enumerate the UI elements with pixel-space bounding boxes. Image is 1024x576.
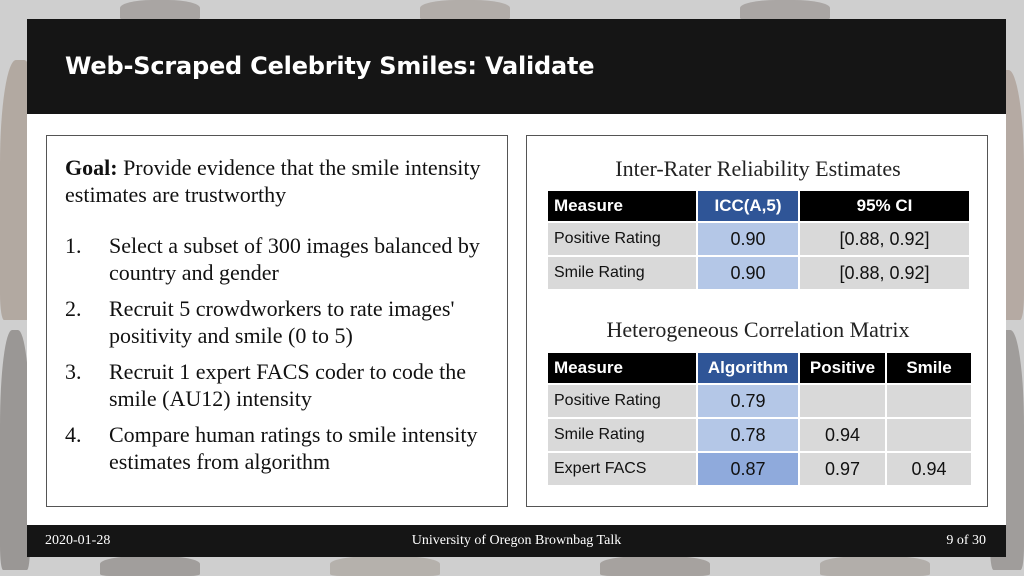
algorithm-cell: 0.87 xyxy=(698,453,798,485)
column-header: Measure xyxy=(548,191,696,221)
list-item: 4. Compare human ratings to smile intensi… xyxy=(65,421,495,475)
step-number: 3. xyxy=(65,359,82,384)
table-row: Positive Rating 0.79 xyxy=(548,385,971,417)
table-row: Positive Rating 0.90 [0.88, 0.92] xyxy=(548,223,969,255)
row-label: Positive Rating xyxy=(548,385,696,417)
row-label: Positive Rating xyxy=(548,223,696,255)
column-header: Positive xyxy=(800,353,885,383)
table-row: Expert FACS 0.87 0.97 0.94 xyxy=(548,453,971,485)
footer-date: 2020-01-28 xyxy=(45,533,111,548)
smile-cell xyxy=(887,419,971,451)
ci-cell: [0.88, 0.92] xyxy=(800,257,969,289)
column-header: Algorithm xyxy=(698,353,798,383)
table-header-row: Measure Algorithm Positive Smile xyxy=(548,353,971,383)
icc-cell: 0.90 xyxy=(698,257,798,289)
list-item: 3. Recruit 1 expert FACS coder to code th… xyxy=(65,358,495,412)
steps-list: 1. Select a subset of 300 images balanced… xyxy=(65,232,495,484)
algorithm-cell: 0.78 xyxy=(698,419,798,451)
column-header: Measure xyxy=(548,353,696,383)
smile-cell xyxy=(887,385,971,417)
goal-text: Provide evidence that the smile intensit… xyxy=(65,155,481,207)
title-bar: Web-Scraped Celebrity Smiles: Validate xyxy=(27,19,1006,114)
positive-cell: 0.94 xyxy=(800,419,885,451)
column-header: ICC(A,5) xyxy=(698,191,798,221)
slide-title: Web-Scraped Celebrity Smiles: Validate xyxy=(65,52,595,80)
step-text: Compare human ratings to smile intensity… xyxy=(109,422,478,474)
reliability-table-title: Inter-Rater Reliability Estimates xyxy=(615,156,901,181)
correlation-table-title: Heterogeneous Correlation Matrix xyxy=(606,317,910,342)
step-text: Recruit 1 expert FACS coder to code the … xyxy=(109,359,466,411)
column-header: 95% CI xyxy=(800,191,969,221)
step-number: 1. xyxy=(65,233,82,258)
table-row: Smile Rating 0.78 0.94 xyxy=(548,419,971,451)
row-label: Smile Rating xyxy=(548,257,696,289)
reliability-table: Measure ICC(A,5) 95% CI Positive Rating … xyxy=(546,189,971,291)
step-number: 4. xyxy=(65,422,82,447)
list-item: 1. Select a subset of 300 images balanced… xyxy=(65,232,495,286)
goal-statement: Goal: Provide evidence that the smile in… xyxy=(65,154,485,208)
correlation-table: Measure Algorithm Positive Smile Positiv… xyxy=(546,351,973,487)
slide: Web-Scraped Celebrity Smiles: Validate G… xyxy=(27,19,1006,557)
step-text: Select a subset of 300 images balanced b… xyxy=(109,233,480,285)
row-label: Smile Rating xyxy=(548,419,696,451)
smile-cell: 0.94 xyxy=(887,453,971,485)
positive-cell: 0.97 xyxy=(800,453,885,485)
table-row: Smile Rating 0.90 [0.88, 0.92] xyxy=(548,257,969,289)
algorithm-cell: 0.79 xyxy=(698,385,798,417)
footer-bar: 2020-01-28 University of Oregon Brownbag… xyxy=(27,525,1006,557)
goal-label: Goal: xyxy=(65,155,118,180)
step-text: Recruit 5 crowdworkers to rate images' p… xyxy=(109,296,455,348)
icc-cell: 0.90 xyxy=(698,223,798,255)
slide-number: 9 of 30 xyxy=(946,533,986,548)
ci-cell: [0.88, 0.92] xyxy=(800,223,969,255)
footer-talk-title: University of Oregon Brownbag Talk xyxy=(411,533,622,548)
column-header: Smile xyxy=(887,353,971,383)
results-panel: Inter-Rater Reliability Estimates Measur… xyxy=(526,135,988,507)
positive-cell xyxy=(800,385,885,417)
row-label: Expert FACS xyxy=(548,453,696,485)
goal-panel: Goal: Provide evidence that the smile in… xyxy=(46,135,508,507)
table-header-row: Measure ICC(A,5) 95% CI xyxy=(548,191,969,221)
step-number: 2. xyxy=(65,296,82,321)
list-item: 2. Recruit 5 crowdworkers to rate images'… xyxy=(65,295,495,349)
